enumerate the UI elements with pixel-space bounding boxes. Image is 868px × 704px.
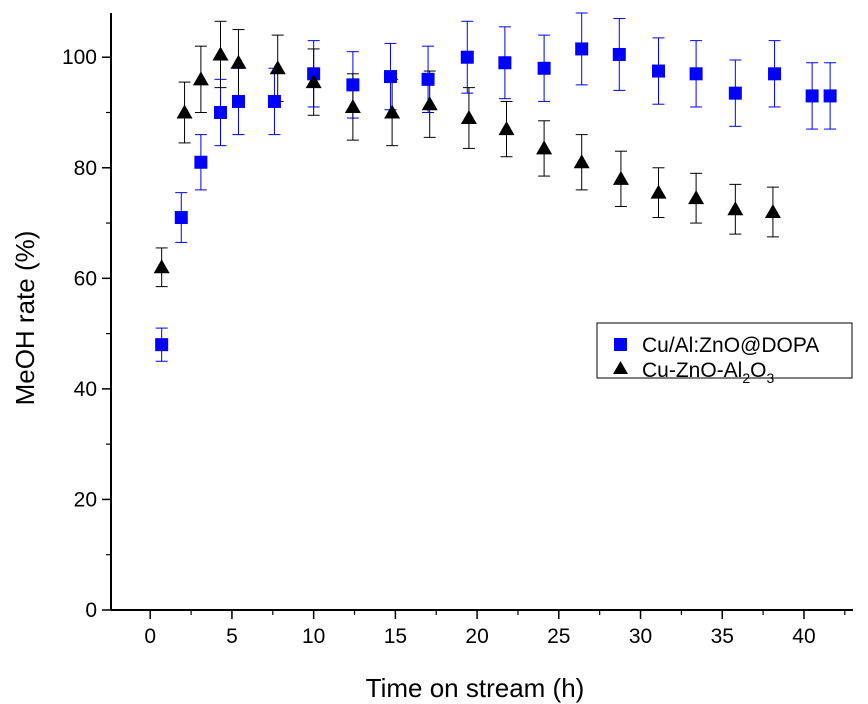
data-point-triangle — [230, 54, 247, 69]
data-point-triangle — [344, 98, 361, 113]
data-point-square — [383, 70, 397, 84]
x-tick-label: 15 — [384, 625, 407, 648]
data-point-triangle — [192, 71, 209, 86]
x-tick-label: 25 — [547, 625, 570, 648]
data-point-triangle — [153, 259, 170, 274]
data-point-square — [652, 64, 666, 78]
legend: Cu/Al:ZnO@DOPA Cu-ZnO-Al2O3 — [596, 322, 853, 386]
legend-box — [596, 322, 853, 379]
y-tick-label: 60 — [74, 267, 97, 290]
x-tick-label: 40 — [792, 625, 815, 648]
data-point-triangle — [688, 190, 705, 205]
data-point-triangle — [460, 110, 477, 125]
data-point-square — [612, 47, 626, 61]
data-point-triangle — [764, 204, 781, 218]
legend-marker-square — [614, 338, 627, 351]
data-point-triangle — [421, 96, 438, 111]
data-point-square — [346, 78, 360, 92]
data-point-square — [498, 56, 512, 70]
data-point-triangle — [727, 201, 744, 216]
data-points — [153, 42, 837, 352]
data-point-triangle — [650, 184, 667, 199]
data-point-square — [174, 211, 188, 225]
data-point-square — [768, 67, 782, 81]
y-axis-title: MeOH rate (%) — [10, 231, 40, 406]
data-point-square — [214, 106, 228, 119]
data-point-triangle — [305, 74, 322, 89]
data-point-square — [823, 89, 837, 103]
error-bars — [155, 12, 837, 362]
y-tick-label: 0 — [85, 599, 97, 622]
data-point-triangle — [212, 46, 229, 61]
data-point-square — [267, 94, 281, 108]
data-point-square — [194, 155, 208, 169]
data-point-square — [307, 67, 321, 81]
x-tick-label: 35 — [711, 625, 734, 648]
x-tick-label: 20 — [465, 625, 488, 648]
legend-label-series-2-sub2: 3 — [767, 370, 775, 386]
data-point-triangle — [612, 170, 629, 185]
data-point-square — [231, 94, 245, 108]
data-point-triangle — [498, 121, 515, 136]
legend-marker-triangle — [613, 361, 628, 374]
x-tick-label: 10 — [302, 625, 325, 648]
data-point-square — [728, 86, 742, 100]
data-point-square — [421, 72, 435, 86]
data-point-square — [805, 89, 819, 103]
data-point-triangle — [573, 154, 590, 169]
x-tick-label: 30 — [629, 625, 652, 648]
legend-label-series-2: Cu-ZnO-Al2O3 — [642, 359, 775, 386]
legend-label-series-2-part1: Cu-ZnO-Al — [642, 359, 742, 382]
data-point-square — [537, 61, 551, 75]
data-point-square — [460, 50, 474, 64]
y-tick-label: 40 — [74, 378, 97, 401]
x-axis-title: Time on stream (h) — [366, 673, 585, 703]
data-point-square — [689, 67, 703, 81]
legend-label-series-1: Cu/Al:ZnO@DOPA — [642, 334, 819, 357]
y-tick-label: 100 — [62, 46, 97, 69]
data-point-square — [575, 42, 589, 56]
y-tick-label: 80 — [74, 157, 97, 180]
legend-label-series-2-part2: O — [750, 359, 766, 382]
data-point-triangle — [269, 60, 286, 75]
data-point-triangle — [536, 140, 553, 155]
legend-label-series-2-sub1: 2 — [742, 370, 750, 386]
axes: 0 5 10 15 20 25 30 35 40 0 20 40 60 80 100 — [62, 13, 853, 648]
x-tick-label: 5 — [226, 625, 238, 648]
data-point-triangle — [384, 104, 401, 119]
x-tick-label: 0 — [144, 625, 156, 648]
data-point-square — [155, 338, 169, 352]
data-point-triangle — [176, 104, 193, 119]
y-tick-label: 20 — [74, 488, 97, 511]
